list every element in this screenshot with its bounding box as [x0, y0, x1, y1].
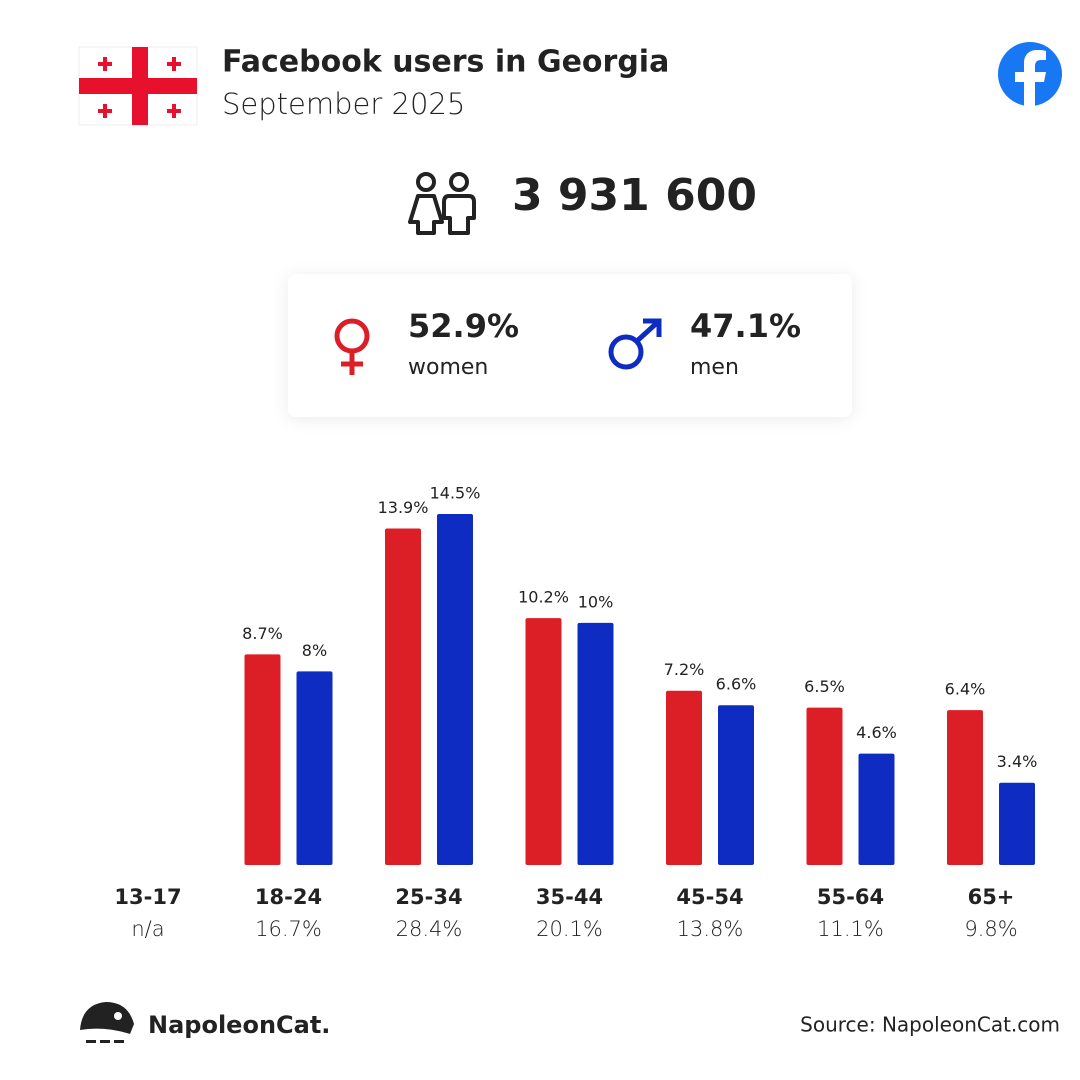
facebook-icon — [998, 42, 1062, 106]
flag — [78, 46, 198, 126]
value-label: 8.7% — [242, 624, 283, 643]
bar — [999, 782, 1035, 865]
bar — [244, 654, 281, 865]
category-total: 16.7% — [255, 917, 322, 941]
subtitle: September 2025 — [222, 87, 465, 121]
value-label: 8% — [302, 641, 327, 660]
value-label: 6.5% — [804, 677, 845, 696]
category-label: 45-54 — [676, 885, 743, 909]
category-total: 13.8% — [677, 917, 744, 941]
bar-chart: 13-17 n/a 8.7% 8% 18-24 16.7% 13.9%14.5% 25-34 2… — [114, 484, 1037, 942]
value-label: 6.4% — [945, 680, 986, 699]
value-label: 4.6% — [856, 723, 897, 742]
title: Facebook users in Georgia — [222, 45, 669, 80]
bar — [385, 528, 421, 865]
category-total: 20.1% — [536, 917, 603, 941]
category-label: 13-17 — [114, 885, 181, 909]
male-symbol — [608, 318, 662, 370]
total-users: 3 931 600 — [512, 170, 757, 221]
category-label: 25-34 — [395, 885, 462, 909]
category-label: 55-64 — [817, 885, 884, 909]
bar — [858, 753, 895, 865]
value-label: 7.2% — [664, 660, 705, 679]
category-total: n/a — [131, 917, 164, 941]
category-label: 65+ — [968, 885, 1015, 909]
source: Source: NapoleonCat.com — [800, 1013, 1060, 1037]
category-total: 28.4% — [396, 917, 463, 941]
value-label: 3.4% — [997, 752, 1038, 771]
value-label: 14.5% — [430, 484, 481, 503]
category-total: 11.1% — [817, 917, 884, 941]
category-label: 18-24 — [255, 885, 322, 909]
women-share: 52.9% — [408, 307, 519, 345]
value-label: 10% — [578, 592, 614, 611]
bar — [718, 705, 754, 865]
bar — [806, 707, 843, 865]
women-label: women — [408, 355, 488, 380]
bar — [577, 622, 614, 865]
value-label: 10.2% — [518, 588, 569, 607]
men-share: 47.1% — [690, 307, 801, 345]
bar — [525, 618, 562, 865]
men-label: men — [690, 355, 739, 380]
category-label: 35-44 — [536, 885, 603, 909]
value-label: 6.6% — [716, 675, 757, 694]
value-label: 13.9% — [378, 498, 429, 517]
bar — [666, 690, 702, 865]
bar — [947, 710, 983, 865]
brand: NapoleonCat. — [148, 1011, 330, 1039]
category-total: 9.8% — [964, 917, 1017, 941]
gender-card — [288, 274, 852, 417]
people-icon — [408, 172, 476, 235]
female-symbol — [334, 318, 370, 375]
bar — [296, 671, 333, 865]
napoleoncat-logo — [80, 1002, 134, 1043]
bar — [437, 514, 473, 865]
